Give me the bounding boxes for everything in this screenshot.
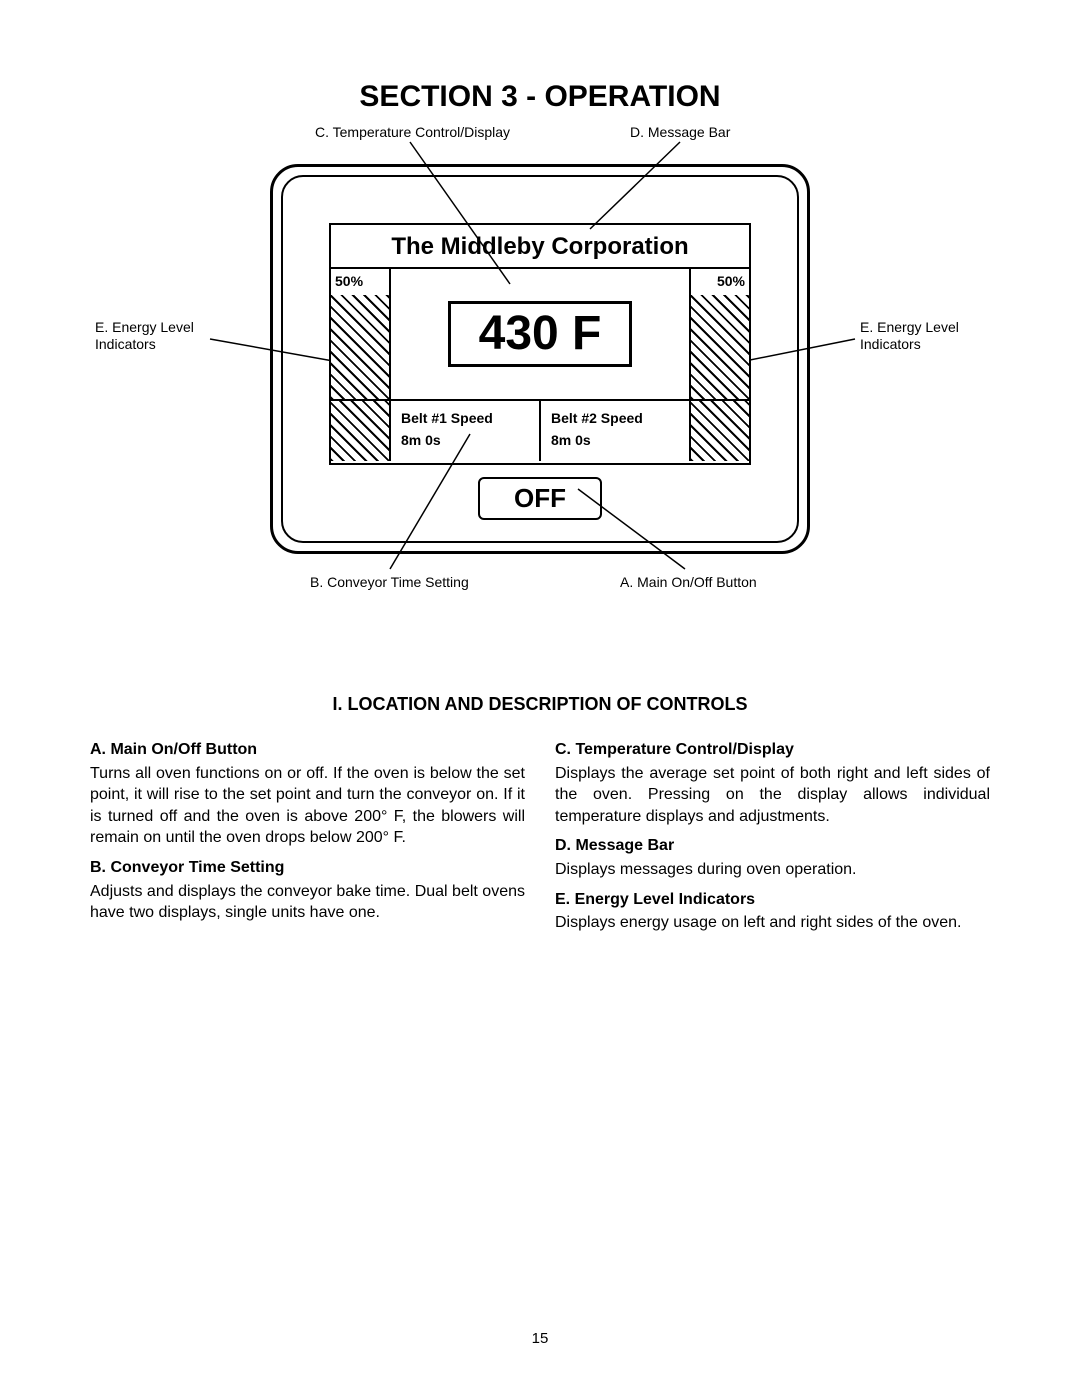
belt-1-speed[interactable]: Belt #1 Speed 8m 0s (391, 401, 541, 461)
subsection-heading: I. LOCATION AND DESCRIPTION OF CONTROLS (90, 694, 990, 715)
item-c-title: C. Temperature Control/Display (555, 739, 990, 761)
item-a-body: Turns all oven functions on or off. If t… (90, 763, 525, 849)
belt-2-time: 8m 0s (551, 432, 591, 448)
description-columns: A. Main On/Off Button Turns all oven fun… (90, 733, 990, 942)
temperature-display[interactable]: 430 F (391, 269, 689, 399)
belt-2-speed[interactable]: Belt #2 Speed 8m 0s (541, 401, 689, 461)
item-a-title: A. Main On/Off Button (90, 739, 525, 761)
energy-indicator-right[interactable]: 50% (689, 269, 749, 399)
hatch-right-upper (691, 295, 749, 399)
temperature-value: 430 F (448, 301, 633, 367)
belt-1-label: Belt #1 Speed (401, 410, 493, 426)
belt-1-time: 8m 0s (401, 432, 441, 448)
section-title: SECTION 3 - OPERATION (90, 80, 990, 114)
item-d-title: D. Message Bar (555, 835, 990, 857)
item-e-title: E. Energy Level Indicators (555, 889, 990, 911)
panel-outer-frame: The Middleby Corporation 50% 430 F 50% (270, 164, 810, 554)
temperature-row: 50% 430 F 50% (331, 269, 749, 401)
belt-2-label: Belt #2 Speed (551, 410, 643, 426)
message-bar[interactable]: The Middleby Corporation (331, 225, 749, 269)
energy-pct-left: 50% (331, 269, 389, 295)
item-c-body: Displays the average set point of both r… (555, 763, 990, 828)
energy-indicator-left[interactable]: 50% (331, 269, 391, 399)
item-b-title: B. Conveyor Time Setting (90, 857, 525, 879)
panel-inner-frame: The Middleby Corporation 50% 430 F 50% (281, 175, 799, 543)
page-number: 15 (0, 1330, 1080, 1347)
energy-pct-right: 50% (691, 269, 749, 295)
main-on-off-button[interactable]: OFF (478, 477, 602, 520)
item-e-body: Displays energy usage on left and right … (555, 912, 990, 934)
hatch-right-lower (689, 401, 749, 461)
item-b-body: Adjusts and displays the conveyor bake t… (90, 881, 525, 924)
right-column: C. Temperature Control/Display Displays … (555, 733, 990, 942)
control-panel-diagram: C. Temperature Control/Display D. Messag… (90, 124, 990, 604)
hatch-left-upper (331, 295, 389, 399)
belt-speed-row: Belt #1 Speed 8m 0s Belt #2 Speed 8m 0s (331, 401, 749, 461)
left-column: A. Main On/Off Button Turns all oven fun… (90, 733, 525, 942)
hatch-left-lower (331, 401, 391, 461)
item-d-body: Displays messages during oven operation. (555, 859, 990, 881)
display-screen: The Middleby Corporation 50% 430 F 50% (329, 223, 751, 465)
